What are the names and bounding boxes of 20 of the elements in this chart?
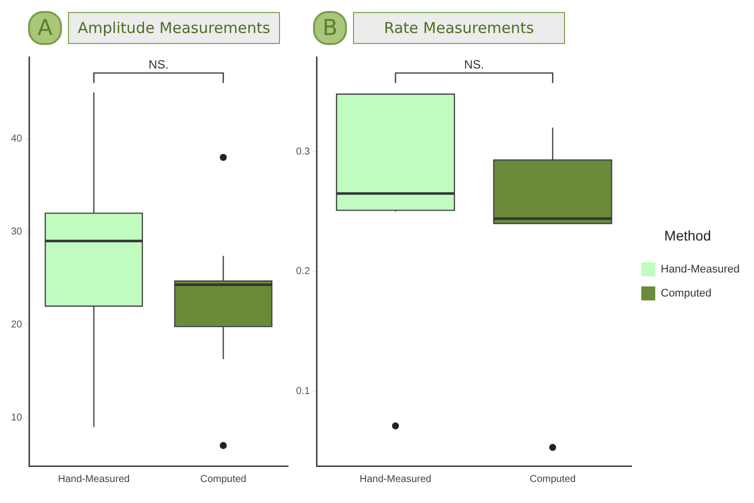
y-tick-label: 40 (11, 134, 23, 145)
y-tick-label: 0.2 (296, 266, 310, 278)
y-tick-label: 0.3 (296, 146, 310, 158)
y-tick-label: 0.1 (296, 386, 310, 397)
annotation: NS. (148, 57, 169, 72)
legend-label: Computed (660, 287, 712, 300)
legend-label: Hand-Measured (660, 263, 740, 276)
x-tick-label: Hand-Measured (360, 474, 432, 485)
annotation: NS. (464, 57, 484, 72)
text: B (313, 11, 347, 45)
chart-title: Amplitude Measurements (68, 12, 280, 44)
x-tick-label: Computed (530, 474, 576, 485)
text: A (28, 11, 62, 45)
y-tick-label: 30 (11, 226, 23, 238)
chart-title: Rate Measurements (353, 12, 565, 44)
y-tick-label: 20 (11, 319, 23, 330)
legend-title: Method (664, 227, 711, 244)
y-tick-label: 10 (11, 412, 23, 424)
x-tick-label: Hand-Measured (58, 474, 130, 485)
x-tick-label: Computed (200, 474, 246, 485)
